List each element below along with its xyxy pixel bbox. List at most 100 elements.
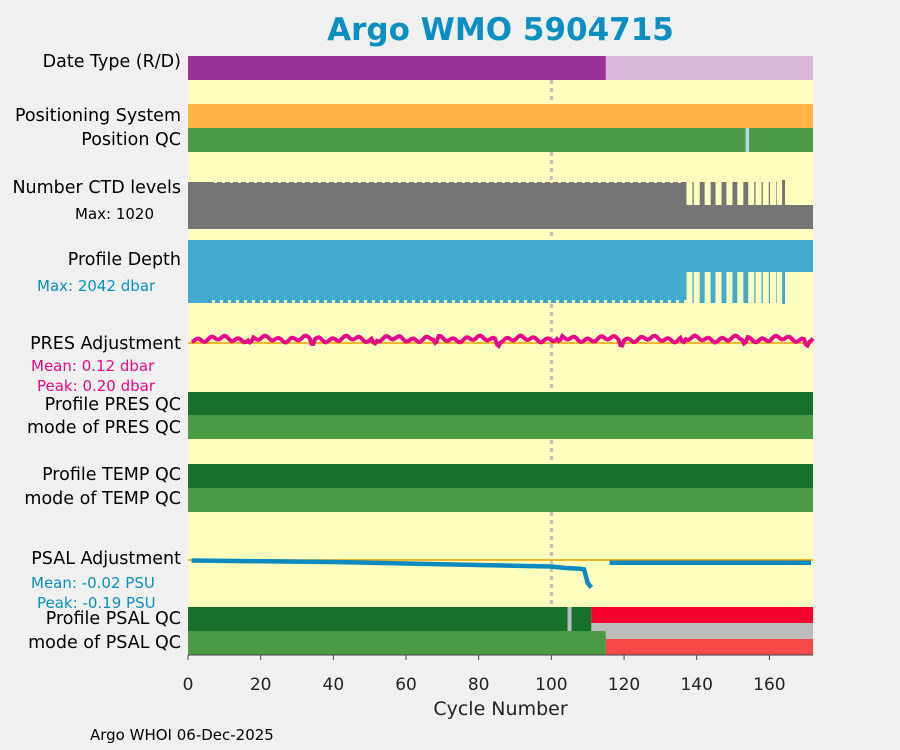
depth-fringe (500, 300, 503, 304)
depth-fringe (540, 300, 543, 304)
depth-fringe (628, 300, 631, 304)
depth-dropout (726, 272, 733, 304)
label-positioning-system: Positioning System (14, 106, 181, 126)
depth-fringe (292, 300, 295, 304)
profile-psal-qc-good (188, 607, 592, 631)
ctd-fringe (630, 180, 633, 183)
ctd-max-label: Max: 1020 (75, 205, 155, 223)
depth-fringe (564, 300, 567, 304)
ctd-fringe (350, 180, 353, 183)
depth-fringe (212, 300, 215, 304)
ctd-fringe (302, 180, 305, 183)
depth-fringe (492, 300, 495, 304)
ctd-fringe (262, 180, 265, 183)
pres-peak-label: Peak: 0.20 dbar (37, 377, 156, 395)
ctd-fringe (518, 180, 521, 183)
ctd-fringe (414, 180, 417, 183)
depth-fringe (220, 300, 223, 304)
ctd-fringe (382, 180, 385, 183)
depth-fringe (516, 300, 519, 304)
depth-fringe (652, 300, 655, 304)
ctd-fringe (470, 180, 473, 183)
ctd-fringe (502, 180, 505, 183)
depth-fringe (364, 300, 367, 304)
position-qc-bar (188, 128, 813, 152)
ctd-fringe (374, 180, 377, 183)
mode-psal-qc-good (188, 631, 606, 655)
depth-fringe (260, 300, 263, 304)
label-ctd-levels: Number CTD levels (12, 178, 181, 198)
label-profile-temp-qc: Profile TEMP QC (42, 465, 181, 485)
depth-fringe (420, 300, 423, 304)
depth-fringe (476, 300, 479, 304)
depth-fringe (460, 300, 463, 304)
ctd-fringe (310, 180, 313, 183)
depth-fringe (268, 300, 271, 304)
ctd-dropout (755, 180, 762, 205)
ctd-fringe (294, 180, 297, 183)
depth-fringe (468, 300, 471, 304)
x-tick-label: 60 (395, 675, 417, 695)
ctd-fringe (542, 180, 545, 183)
psal-adjustment-line (191, 558, 594, 589)
depth-dropout (693, 272, 700, 304)
ctd-fringe (606, 180, 609, 183)
depth-fringe (332, 300, 335, 304)
x-tick-label: 40 (322, 675, 345, 695)
depth-fringe (388, 300, 391, 304)
date-type-segment-R (188, 56, 606, 80)
ctd-fringe (662, 180, 665, 183)
ctd-fringe (614, 180, 617, 183)
ctd-fringe (638, 180, 641, 183)
mode-psal-qc-bad (605, 639, 813, 655)
depth-fringe (356, 300, 359, 304)
depth-fringe (636, 300, 639, 304)
depth-fringe (308, 300, 311, 304)
ctd-fringe (566, 180, 569, 183)
x-tick-label: 80 (467, 675, 490, 695)
depth-fringe (548, 300, 551, 304)
depth-fringe (580, 300, 583, 304)
ctd-fringe (334, 180, 337, 183)
ctd-dropout (762, 180, 769, 205)
profile-psal-qc-gap (567, 607, 572, 631)
pres-adjustment-line (191, 332, 815, 350)
depth-fringe (620, 300, 623, 304)
position-qc-gap (745, 128, 750, 152)
ctd-fringe (510, 180, 513, 183)
label-mode-psal-qc: mode of PSAL QC (28, 633, 181, 653)
depth-fringe (444, 300, 447, 304)
depth-dropout (755, 272, 762, 304)
depth-dropout (748, 272, 755, 304)
ctd-fringe (590, 180, 593, 183)
label-psal-adjustment: PSAL Adjustment (31, 549, 181, 569)
ctd-fringe (278, 180, 281, 183)
x-axis-label: Cycle Number (433, 698, 568, 720)
depth-fringe (596, 300, 599, 304)
profile-psal-qc-bad (591, 607, 813, 623)
ctd-fringe (430, 180, 433, 183)
label-profile-psal-qc: Profile PSAL QC (45, 609, 181, 629)
ctd-fringe (254, 180, 257, 183)
x-tick-label: 160 (753, 675, 786, 695)
depth-fringe (660, 300, 663, 304)
depth-fringe (436, 300, 439, 304)
depth-fringe (324, 300, 327, 304)
ctd-fringe (222, 180, 225, 183)
depth-fringe (684, 300, 687, 304)
ctd-fringe (526, 180, 529, 183)
depth-fringe (508, 300, 511, 304)
depth-fringe (284, 300, 287, 304)
mode-psal-qc-grey (605, 631, 813, 639)
depth-dropout (770, 272, 777, 304)
ctd-fringe (670, 180, 673, 183)
ctd-fringe (326, 180, 329, 183)
depth-fringe (556, 300, 559, 304)
depth-fringe (396, 300, 399, 304)
ctd-spike (782, 180, 786, 205)
x-tick-label: 0 (182, 675, 194, 695)
label-date-type: Date Type (R/D) (42, 52, 181, 72)
ctd-fringe (654, 180, 657, 183)
ctd-fringe (678, 180, 681, 183)
